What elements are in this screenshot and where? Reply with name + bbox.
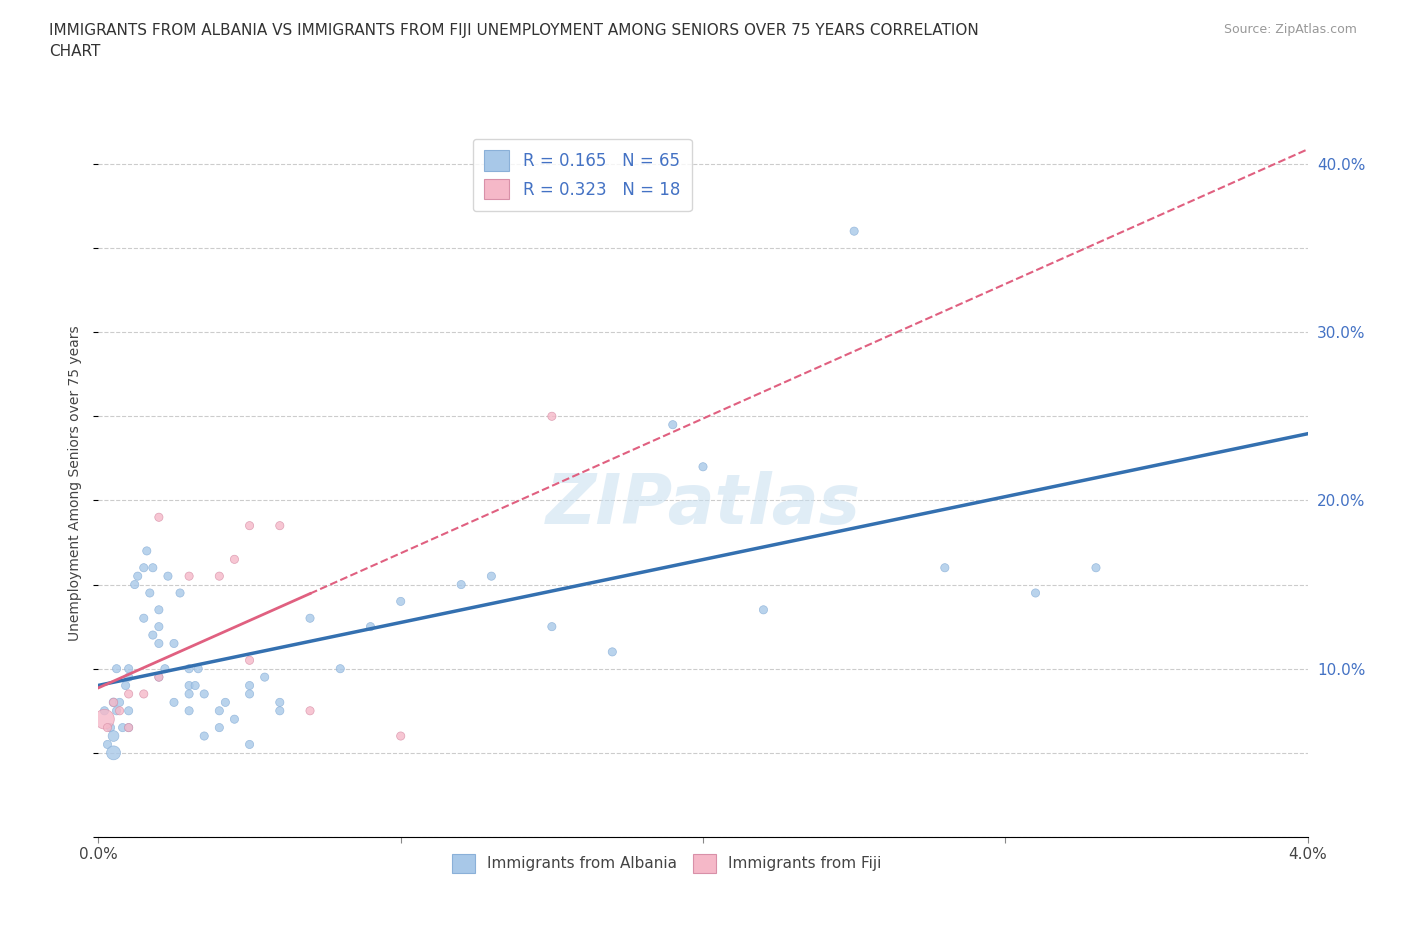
Point [118, 720, 141, 735]
Point [239, 518, 262, 533]
Point [269, 695, 291, 710]
Point [148, 619, 170, 634]
Point [208, 703, 231, 718]
Point [299, 611, 322, 626]
Point [389, 728, 412, 743]
Point [299, 703, 322, 718]
Point [142, 628, 165, 643]
Point [193, 728, 215, 743]
Legend: Immigrants from Albania, Immigrants from Fiji: Immigrants from Albania, Immigrants from… [446, 848, 887, 879]
Point [114, 678, 136, 693]
Point [179, 569, 201, 584]
Point [118, 686, 141, 701]
Point [661, 418, 683, 432]
Point [108, 703, 131, 718]
Point [148, 670, 170, 684]
Point [142, 560, 165, 575]
Point [153, 661, 176, 676]
Point [148, 603, 170, 618]
Point [156, 569, 179, 584]
Point [602, 644, 624, 659]
Point [139, 586, 162, 601]
Point [389, 594, 412, 609]
Point [148, 510, 170, 525]
Point [100, 720, 122, 735]
Point [135, 543, 157, 558]
Point [118, 720, 141, 735]
Point [132, 686, 155, 701]
Point [752, 603, 775, 618]
Text: ZIPatlas: ZIPatlas [546, 472, 860, 538]
Point [450, 578, 472, 592]
Point [105, 661, 128, 676]
Text: IMMIGRANTS FROM ALBANIA VS IMMIGRANTS FROM FIJI UNEMPLOYMENT AMONG SENIORS OVER : IMMIGRANTS FROM ALBANIA VS IMMIGRANTS FR… [49, 23, 979, 60]
Point [540, 619, 562, 634]
Point [329, 661, 352, 676]
Point [124, 578, 146, 592]
Point [103, 746, 125, 761]
Point [132, 611, 155, 626]
Point [193, 686, 215, 701]
Point [540, 409, 562, 424]
Point [127, 569, 149, 584]
Point [208, 720, 231, 735]
Point [253, 670, 276, 684]
Point [239, 678, 262, 693]
Point [269, 518, 291, 533]
Point [118, 661, 141, 676]
Point [208, 569, 231, 584]
Point [239, 737, 262, 751]
Point [214, 695, 236, 710]
Text: Source: ZipAtlas.com: Source: ZipAtlas.com [1223, 23, 1357, 36]
Point [1085, 560, 1108, 575]
Point [481, 569, 503, 584]
Point [148, 670, 170, 684]
Point [93, 703, 115, 718]
Point [118, 670, 141, 684]
Point [103, 695, 125, 710]
Point [179, 686, 201, 701]
Point [163, 636, 186, 651]
Point [187, 661, 209, 676]
Point [239, 686, 262, 701]
Point [1025, 586, 1047, 601]
Point [179, 661, 201, 676]
Point [692, 459, 714, 474]
Point [844, 224, 866, 239]
Point [360, 619, 382, 634]
Point [132, 560, 155, 575]
Point [224, 551, 246, 566]
Point [269, 703, 291, 718]
Point [103, 728, 125, 743]
Point [96, 737, 118, 751]
Point [934, 560, 956, 575]
Point [179, 678, 201, 693]
Point [163, 695, 186, 710]
Point [96, 720, 118, 735]
Point [179, 703, 201, 718]
Point [103, 695, 125, 710]
Point [239, 653, 262, 668]
Point [148, 636, 170, 651]
Point [118, 703, 141, 718]
Point [93, 711, 115, 726]
Point [111, 720, 134, 735]
Point [224, 711, 246, 726]
Point [184, 678, 207, 693]
Y-axis label: Unemployment Among Seniors over 75 years: Unemployment Among Seniors over 75 years [69, 326, 83, 642]
Point [108, 695, 131, 710]
Point [105, 703, 128, 718]
Point [169, 586, 191, 601]
